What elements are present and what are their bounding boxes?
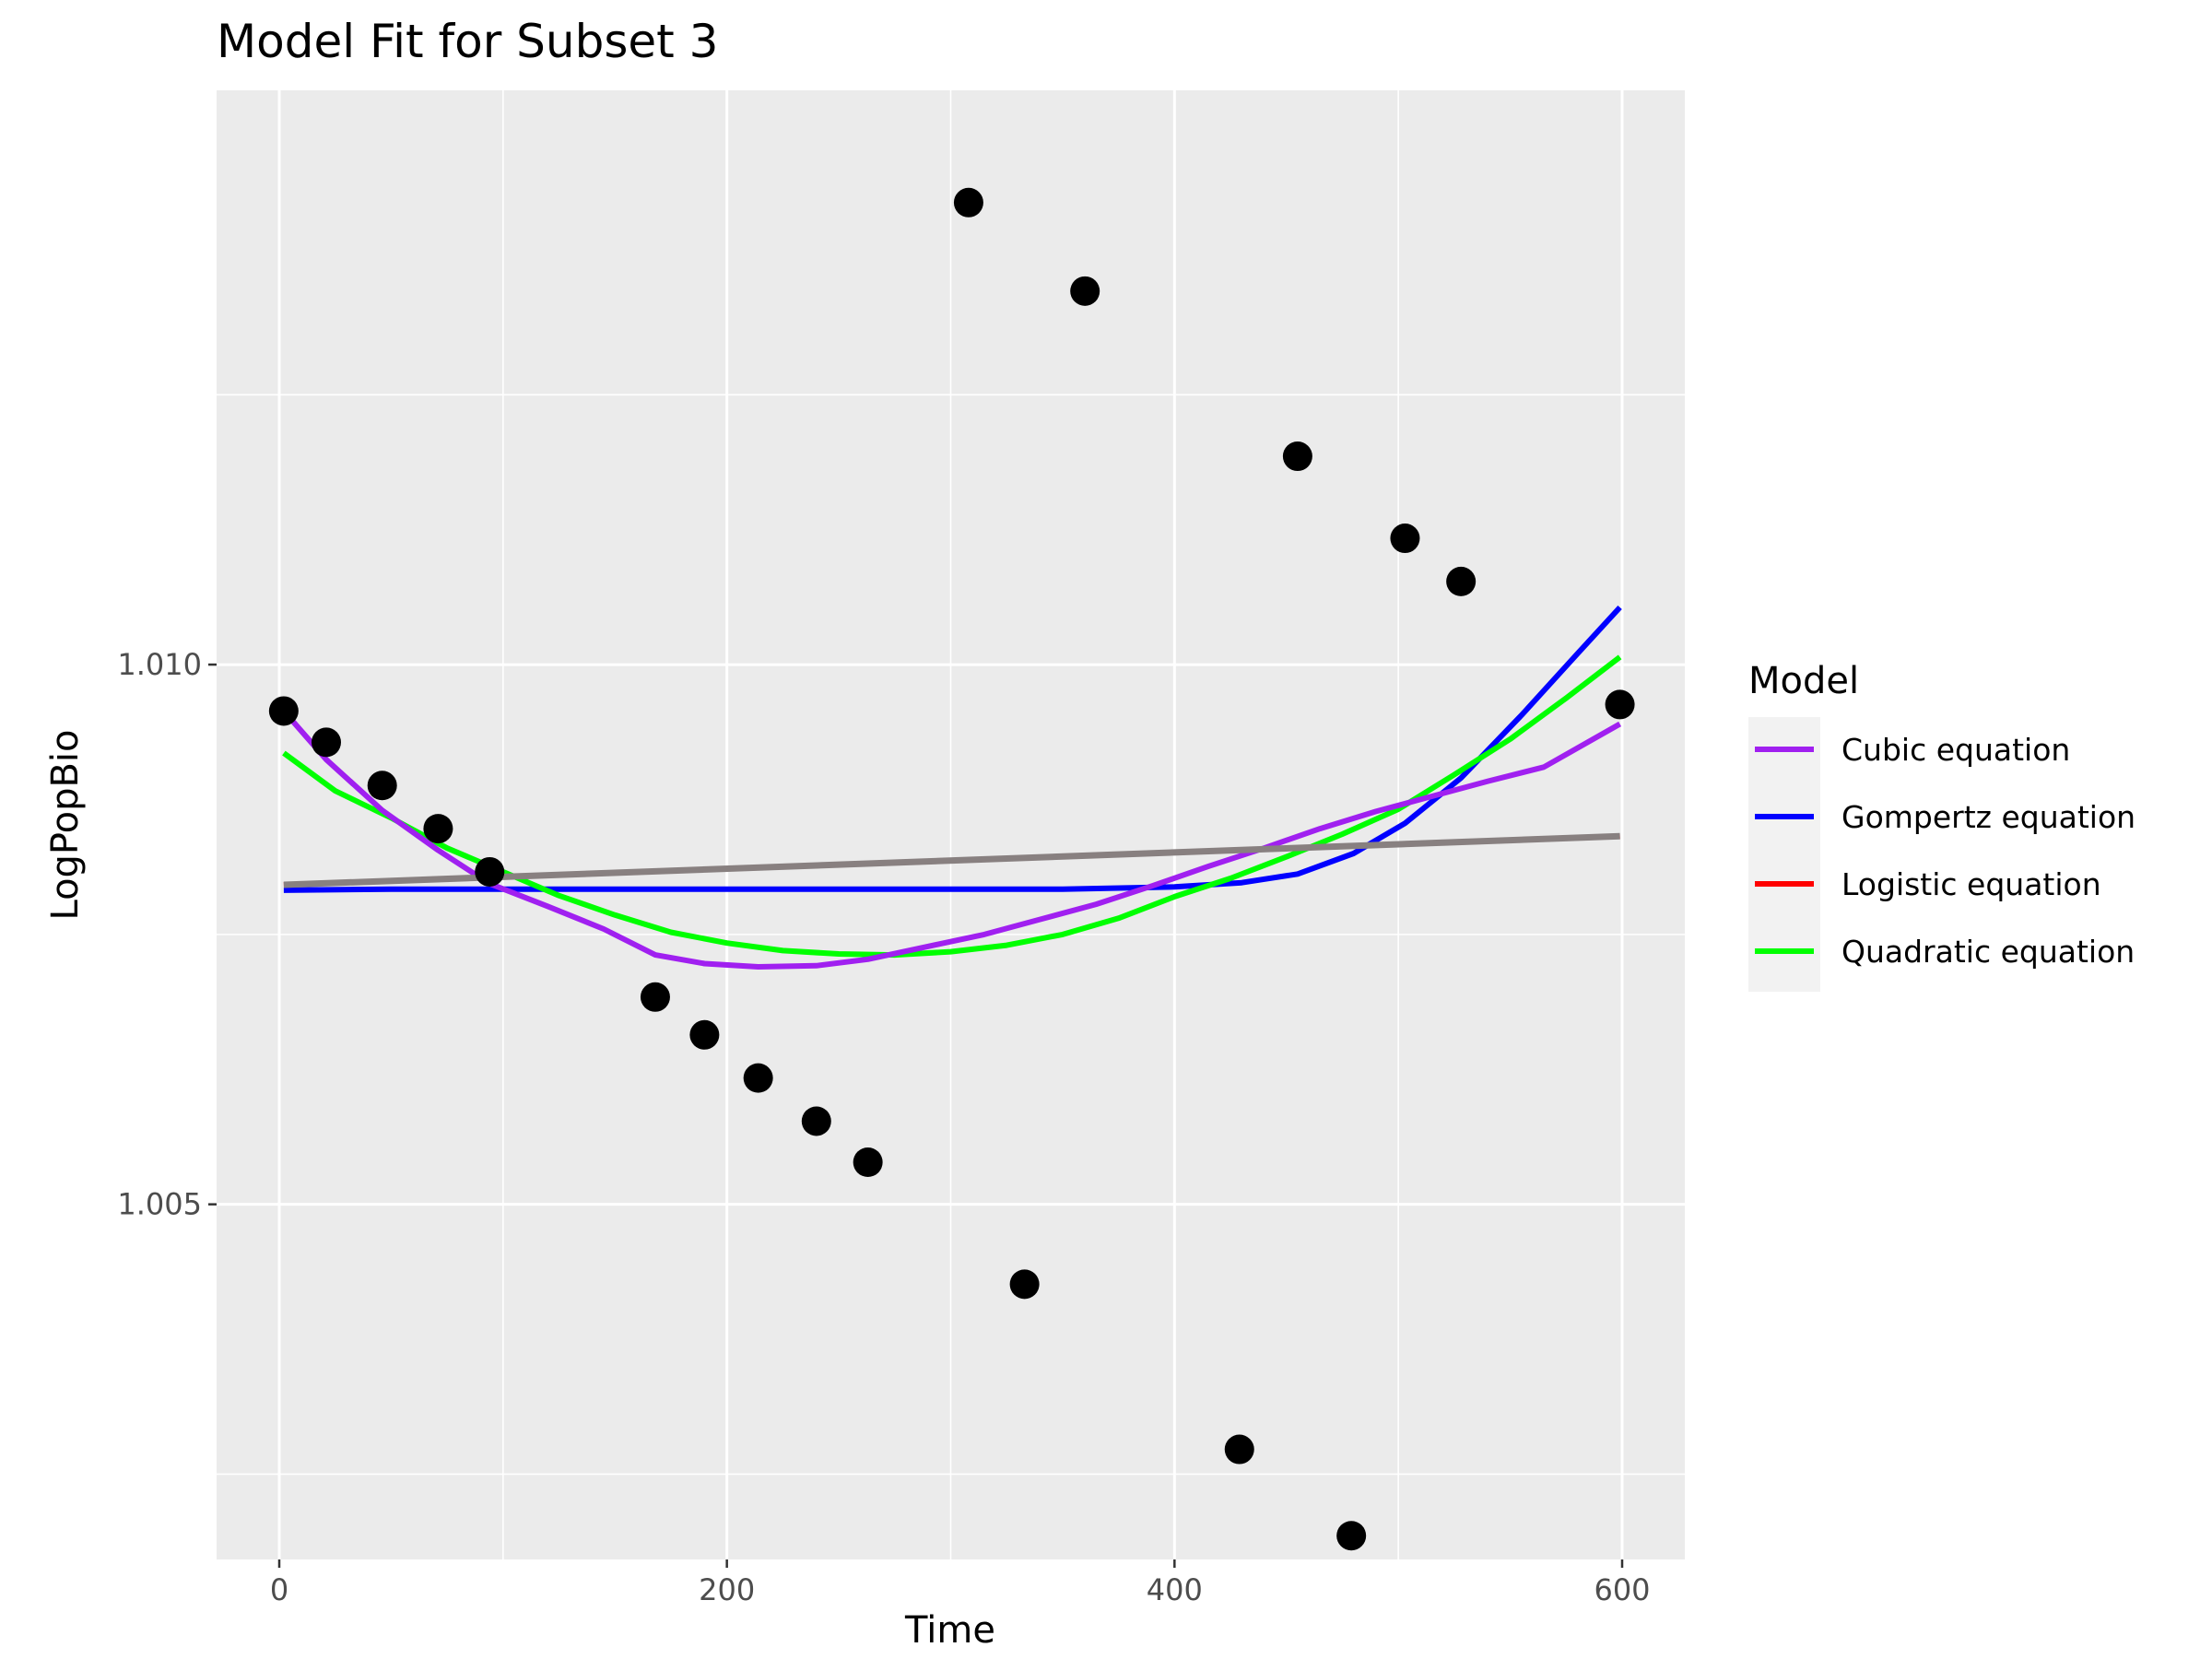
x-tick-label: 200 xyxy=(699,1572,755,1607)
data-point xyxy=(311,727,341,758)
x-tick-label: 0 xyxy=(270,1572,288,1607)
data-point xyxy=(1390,524,1420,554)
y-axis: 1.005 1.010 xyxy=(117,647,217,1222)
x-tick-label: 400 xyxy=(1147,1572,1203,1607)
data-point xyxy=(1446,566,1477,596)
legend-label: Quadratic equation xyxy=(1841,934,2135,970)
data-point xyxy=(743,1063,773,1093)
data-point xyxy=(853,1147,883,1177)
data-points xyxy=(268,187,1635,1551)
data-point xyxy=(367,771,397,801)
y-axis-title: LogPopBio xyxy=(44,729,87,920)
data-point xyxy=(1282,441,1312,472)
data-point xyxy=(1009,1269,1040,1300)
data-point xyxy=(801,1106,831,1136)
y-tick-label: 1.005 xyxy=(117,1187,202,1222)
y-tick-label: 1.010 xyxy=(117,647,202,682)
data-point xyxy=(423,814,453,844)
data-point xyxy=(1605,689,1635,720)
chart-title: Model Fit for Subset 3 xyxy=(217,15,718,68)
data-point xyxy=(475,856,505,887)
data-point xyxy=(689,1019,720,1050)
grid-major xyxy=(217,90,1685,1559)
data-point xyxy=(1224,1434,1254,1465)
x-axis: 0 200 400 600 xyxy=(270,1559,1651,1607)
legend-label: Gompertz equation xyxy=(1841,799,2136,835)
data-point xyxy=(268,696,299,726)
legend-title: Model xyxy=(1748,660,1859,702)
legend: Model Cubic equation Gompertz equation Log… xyxy=(1748,660,2136,992)
legend-key-background xyxy=(1748,717,1820,992)
data-point xyxy=(640,982,670,1012)
data-point xyxy=(953,187,983,218)
data-point xyxy=(1336,1521,1367,1551)
data-point xyxy=(1070,276,1100,306)
x-tick-label: 600 xyxy=(1594,1572,1650,1607)
legend-label: Logistic equation xyxy=(1841,866,2101,902)
reference-line xyxy=(283,832,1620,888)
legend-label: Cubic equation xyxy=(1841,732,2070,768)
x-axis-title: Time xyxy=(904,1609,995,1652)
